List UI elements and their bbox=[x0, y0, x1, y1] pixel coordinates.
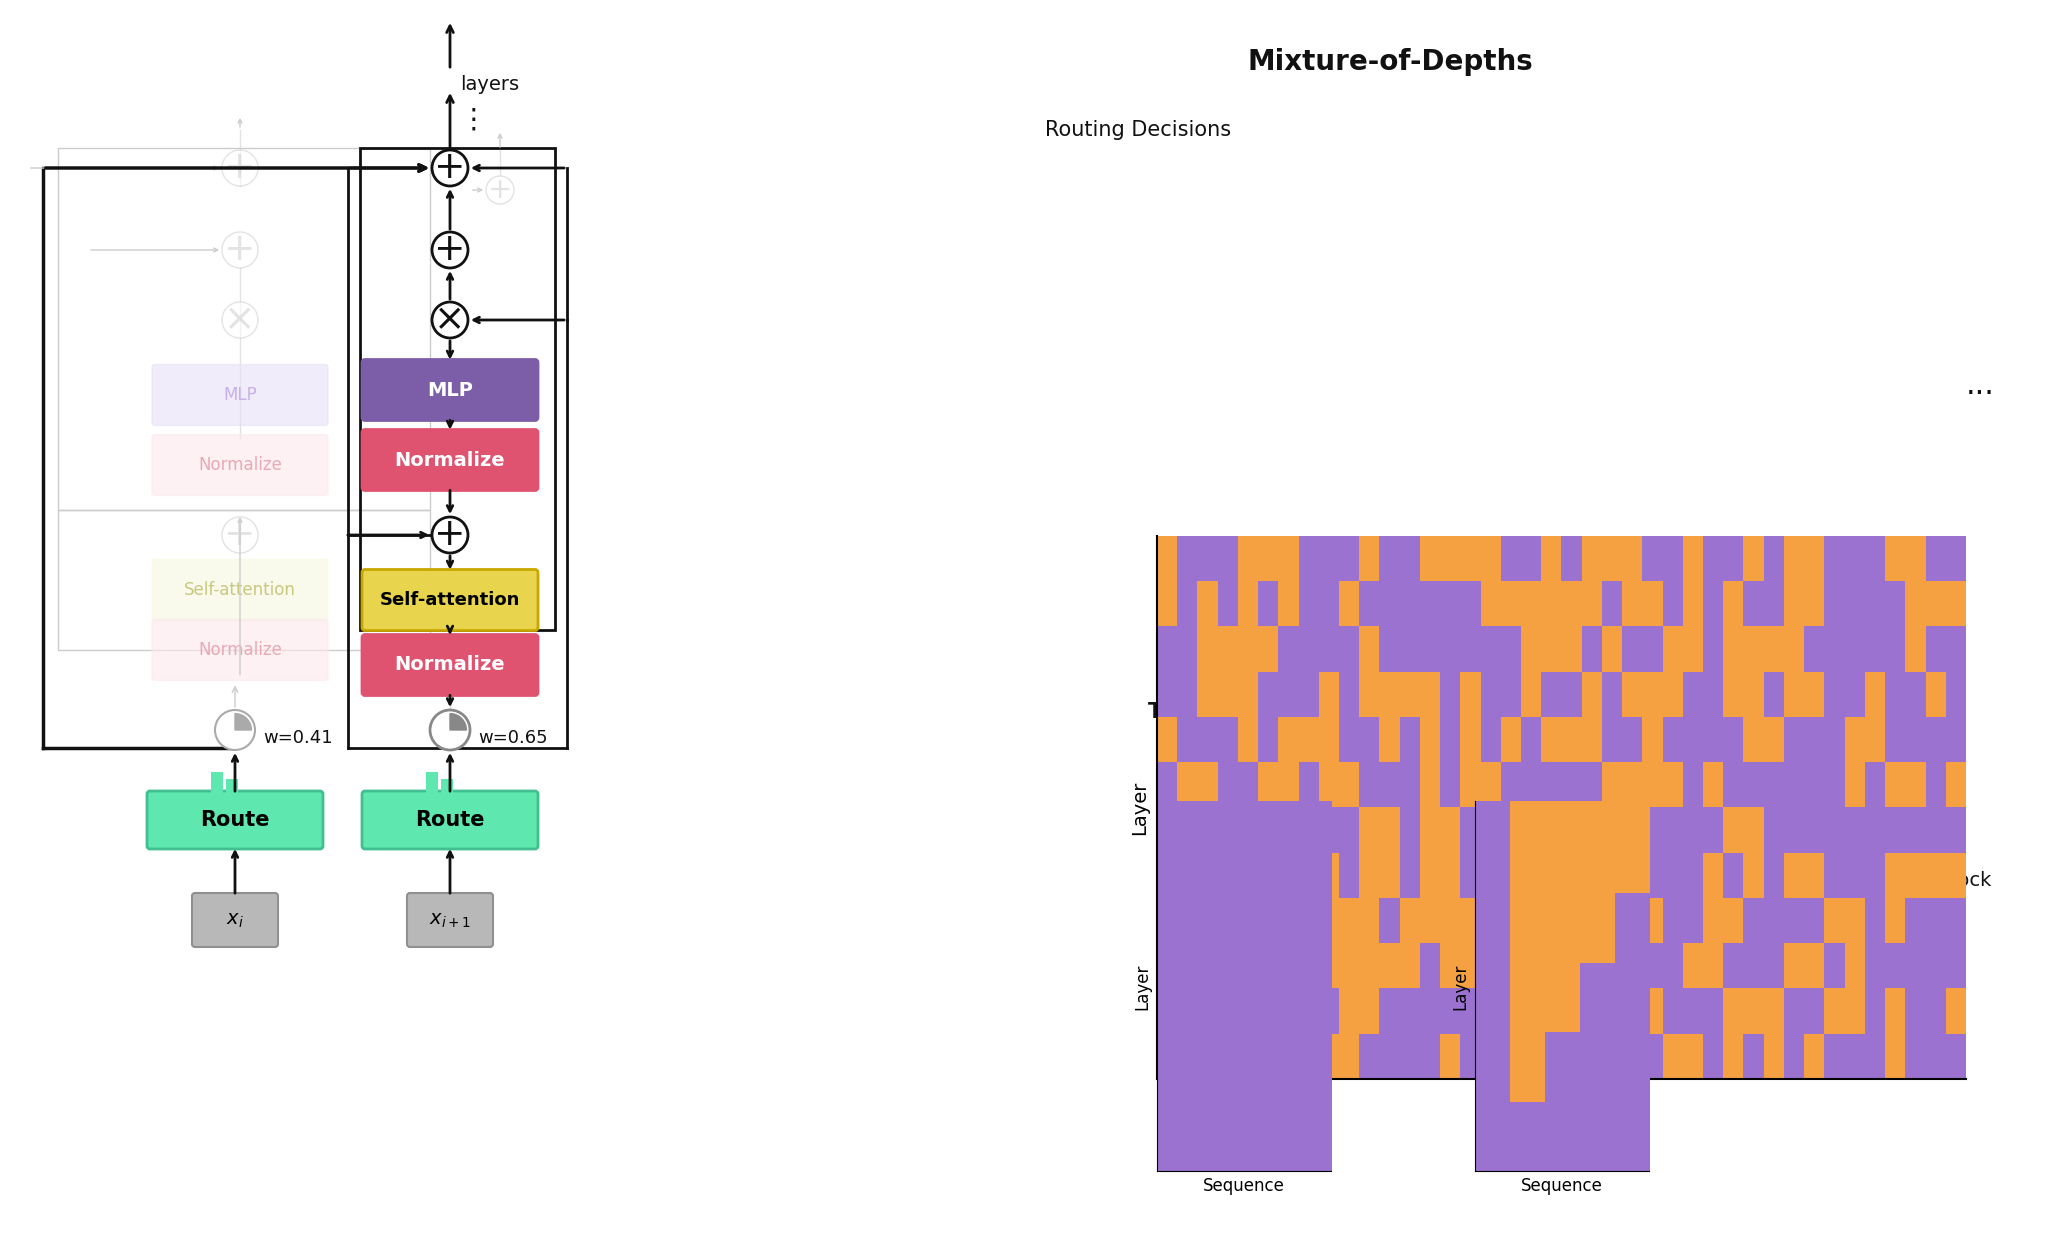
Text: $x_{i+1}$: $x_{i+1}$ bbox=[428, 910, 471, 930]
Circle shape bbox=[432, 150, 469, 186]
Circle shape bbox=[221, 232, 258, 268]
Bar bbox=[426, 772, 438, 794]
Y-axis label: Layer: Layer bbox=[1133, 963, 1151, 1010]
Circle shape bbox=[432, 517, 469, 552]
Text: w=0.41: w=0.41 bbox=[262, 729, 332, 747]
Text: Normalize: Normalize bbox=[395, 656, 506, 674]
Text: +: + bbox=[434, 517, 465, 552]
Bar bbox=[1759, 870, 1790, 891]
Text: Mixture-of-Depths: Mixture-of-Depths bbox=[1247, 48, 1532, 76]
Text: MLP: MLP bbox=[223, 386, 256, 404]
X-axis label: Sequence: Sequence bbox=[1522, 1178, 1602, 1195]
Wedge shape bbox=[236, 714, 252, 730]
Circle shape bbox=[432, 302, 469, 338]
X-axis label: Sequence: Sequence bbox=[1204, 1178, 1284, 1195]
Text: $x_i$: $x_i$ bbox=[225, 910, 244, 930]
X-axis label: Sequence: Sequence bbox=[1513, 1088, 1610, 1106]
FancyBboxPatch shape bbox=[362, 570, 539, 630]
FancyBboxPatch shape bbox=[362, 360, 539, 420]
FancyBboxPatch shape bbox=[362, 635, 539, 695]
Circle shape bbox=[432, 232, 469, 268]
Text: ...: ... bbox=[1587, 986, 1614, 1014]
Text: MLP: MLP bbox=[428, 381, 473, 399]
FancyBboxPatch shape bbox=[362, 792, 539, 850]
Text: +: + bbox=[434, 150, 465, 186]
FancyBboxPatch shape bbox=[152, 434, 328, 496]
Y-axis label: Layer: Layer bbox=[1130, 780, 1149, 835]
Text: Self-attention: Self-attention bbox=[184, 581, 297, 599]
Text: ...: ... bbox=[1966, 370, 1995, 399]
Text: Use block: Use block bbox=[1802, 821, 1896, 841]
Bar bbox=[1759, 820, 1790, 842]
FancyBboxPatch shape bbox=[152, 619, 328, 681]
Text: w=0.65: w=0.65 bbox=[477, 729, 547, 747]
Text: Route: Route bbox=[416, 810, 485, 830]
FancyBboxPatch shape bbox=[193, 893, 279, 947]
Text: Early-Exit: Early-Exit bbox=[1475, 690, 1587, 710]
Text: +: + bbox=[223, 232, 256, 268]
Bar bbox=[57, 148, 430, 510]
Circle shape bbox=[485, 176, 514, 203]
Text: Normalize: Normalize bbox=[395, 450, 506, 470]
Text: Normalize: Normalize bbox=[199, 641, 283, 658]
Circle shape bbox=[215, 710, 256, 750]
Text: Route: Route bbox=[201, 810, 270, 830]
FancyBboxPatch shape bbox=[408, 893, 494, 947]
Bar bbox=[57, 510, 430, 650]
Text: +: + bbox=[434, 232, 465, 268]
Text: +: + bbox=[223, 150, 256, 186]
Text: Routing Decisions: Routing Decisions bbox=[1044, 120, 1231, 141]
Circle shape bbox=[430, 710, 469, 750]
Circle shape bbox=[221, 302, 258, 338]
Bar bbox=[440, 779, 453, 794]
Circle shape bbox=[221, 517, 258, 552]
Text: layers: layers bbox=[461, 75, 518, 95]
Text: Self-attention: Self-attention bbox=[379, 591, 520, 609]
Text: ×: × bbox=[225, 302, 256, 338]
Bar bbox=[225, 779, 238, 794]
Wedge shape bbox=[451, 714, 467, 730]
Text: +: + bbox=[487, 176, 512, 203]
Text: Route around block: Route around block bbox=[1802, 872, 1991, 890]
Bar bbox=[211, 772, 223, 794]
Text: ...: ... bbox=[1276, 986, 1303, 1014]
Text: +: + bbox=[223, 517, 256, 552]
Circle shape bbox=[221, 150, 258, 186]
Y-axis label: Layer: Layer bbox=[1450, 963, 1468, 1010]
Text: ⋮: ⋮ bbox=[461, 106, 487, 134]
Bar bbox=[360, 148, 555, 630]
Text: ×: × bbox=[434, 302, 465, 338]
FancyBboxPatch shape bbox=[362, 429, 539, 491]
FancyBboxPatch shape bbox=[147, 792, 324, 850]
FancyBboxPatch shape bbox=[152, 365, 328, 425]
FancyBboxPatch shape bbox=[152, 560, 328, 620]
Text: Normalize: Normalize bbox=[199, 456, 283, 473]
Text: Vanilla
Transformer: Vanilla Transformer bbox=[1149, 678, 1292, 721]
